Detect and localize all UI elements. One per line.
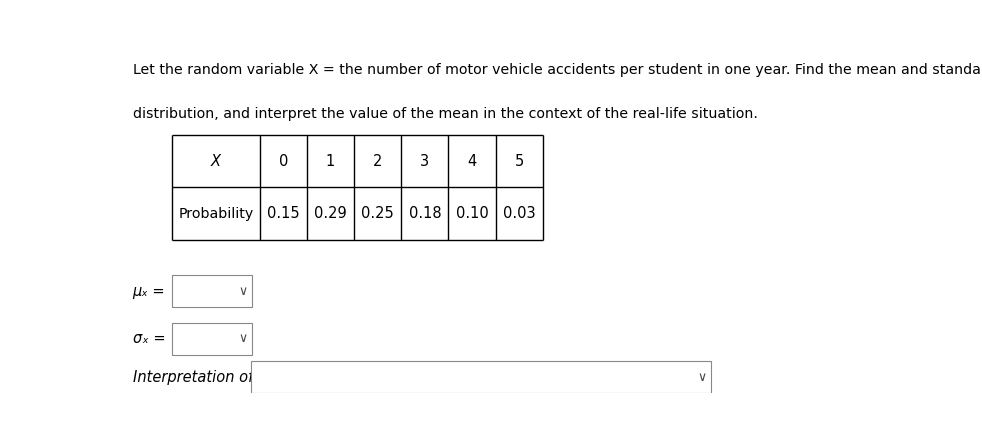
Text: 0.15: 0.15: [267, 206, 300, 221]
FancyBboxPatch shape: [172, 323, 252, 355]
Text: 0.18: 0.18: [409, 206, 441, 221]
Text: σₓ =: σₓ =: [133, 332, 165, 347]
Text: 1: 1: [326, 154, 335, 168]
Text: 4: 4: [467, 154, 476, 168]
Text: 0.03: 0.03: [503, 206, 535, 221]
Text: 2: 2: [373, 154, 382, 168]
Text: 0.29: 0.29: [314, 206, 347, 221]
Text: Interpretation of μₓ :: Interpretation of μₓ :: [133, 370, 283, 385]
Text: ∨: ∨: [697, 370, 706, 384]
Text: X: X: [211, 154, 221, 168]
Text: μₓ =: μₓ =: [133, 284, 165, 299]
Text: distribution, and interpret the value of the mean in the context of the real-lif: distribution, and interpret the value of…: [133, 107, 757, 122]
Text: ∨: ∨: [239, 332, 247, 346]
FancyBboxPatch shape: [172, 275, 252, 308]
Text: 5: 5: [515, 154, 523, 168]
Text: 0.10: 0.10: [456, 206, 488, 221]
Text: 0.25: 0.25: [361, 206, 394, 221]
FancyBboxPatch shape: [250, 361, 711, 393]
Text: 3: 3: [420, 154, 429, 168]
Text: Probability: Probability: [179, 207, 253, 221]
Text: Let the random variable X = the number of motor vehicle accidents per student in: Let the random variable X = the number o…: [133, 63, 982, 77]
Text: ∨: ∨: [239, 285, 247, 298]
Text: 0: 0: [279, 154, 288, 168]
